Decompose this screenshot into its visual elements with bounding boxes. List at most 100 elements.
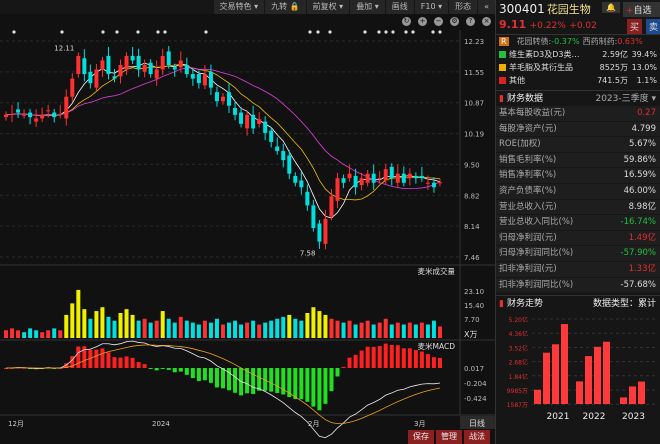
toolbar-item[interactable]: 画线 (385, 0, 414, 14)
settings-icon[interactable]: ⚙ (450, 17, 459, 26)
volume-bar (341, 322, 346, 338)
finance-header: ▮ 财务数据 2023-三季度 ▾ (496, 90, 660, 106)
row-label: 资产负债率(%) (499, 185, 557, 196)
item-pct: 39.4% (631, 50, 657, 59)
trend-bar (561, 324, 568, 405)
finance-row: 每股净资产(元) 4.799 (496, 121, 660, 137)
refresh-icon[interactable]: ↻ (402, 17, 411, 26)
event-marker (404, 30, 408, 34)
macd-bar (413, 350, 418, 368)
toolbar-item[interactable]: « (478, 0, 495, 14)
toolbar-item[interactable]: 前复权 ▾ (306, 0, 350, 14)
macd-bar (154, 368, 159, 371)
macd-bar (305, 368, 310, 402)
toolbar-item[interactable]: 叠加 ▾ (350, 0, 385, 14)
stock-name: 花园生物 (546, 3, 591, 16)
candle-body (136, 55, 141, 70)
event-marker (12, 30, 16, 34)
volume-bar (389, 324, 394, 338)
trend-bar (594, 346, 601, 405)
volume-bar (251, 320, 256, 338)
dif-line (5, 340, 441, 439)
close-icon[interactable]: × (482, 17, 491, 26)
add-watchlist-button[interactable]: +自选 (623, 2, 660, 17)
macd-tick: -0.204 (464, 380, 487, 388)
data-type-select[interactable]: 数据类型：累计 (592, 299, 656, 310)
candle-body (269, 130, 274, 142)
volume-bar (118, 313, 123, 338)
trend-bar (534, 389, 541, 405)
bell-icon[interactable]: 🔔 (602, 2, 620, 13)
finance-row: ROE(加权) 5.67% (496, 137, 660, 152)
macd-bar (40, 368, 45, 369)
candle-body (317, 223, 322, 242)
save-button[interactable]: 保存 (408, 430, 434, 444)
candle-body (58, 113, 63, 115)
candle-body (245, 114, 250, 129)
strategy-button[interactable]: 战法 (464, 430, 490, 444)
candle-body (299, 180, 304, 188)
manage-button[interactable]: 管理 (436, 430, 462, 444)
y-tick: 1.84亿 (509, 373, 528, 381)
row-label: 扣非净利润(元) (499, 263, 557, 274)
candle-body (160, 55, 165, 70)
candle-body (112, 76, 117, 79)
event-marker (156, 30, 160, 34)
volume-bar (202, 320, 207, 338)
candle-body (413, 175, 418, 179)
volume-bar (365, 320, 370, 338)
macd-bar (317, 368, 322, 411)
stock-header: 300401 花园生物 🔔 +自选 (496, 0, 660, 18)
macd-bar (425, 354, 430, 368)
macd-bar (227, 368, 232, 391)
macd-bar (263, 368, 268, 391)
sector2-label[interactable]: 西药制药: (582, 37, 618, 46)
candle-body (70, 78, 75, 97)
trend-bar (629, 386, 636, 405)
price-row: 9.11 +0.22% +0.02 买 卖 (496, 18, 660, 34)
macd-bar (142, 364, 147, 368)
volume-bar (10, 328, 15, 338)
zoom-out-icon[interactable]: − (434, 17, 443, 26)
zoom-in-icon[interactable]: + (418, 17, 427, 26)
finance-title: 财务数据 (506, 94, 543, 104)
volume-bar (293, 318, 298, 338)
event-marker (328, 30, 332, 34)
volume-bar (130, 314, 135, 338)
candle-body (88, 71, 93, 84)
help-icon[interactable]: ? (466, 17, 475, 26)
toolbar-item[interactable]: 形态 (449, 0, 478, 14)
volume-bar (305, 313, 310, 338)
row-label: 销售净利率(%) (499, 170, 557, 181)
trend-bar (620, 397, 627, 405)
volume-bar (34, 330, 39, 338)
toolbar-item[interactable]: 交易特色 ▾ (213, 0, 265, 14)
sell-button[interactable]: 卖 (646, 19, 660, 34)
period-select[interactable]: 2023-三季度 ▾ (595, 94, 656, 104)
macd-bar (34, 368, 39, 370)
sector1-label[interactable]: 花园转债: (516, 37, 552, 46)
macd-bar (196, 368, 201, 382)
row-value: -16.74% (620, 217, 656, 228)
buy-button[interactable]: 买 (627, 19, 643, 34)
candle-body (431, 182, 436, 188)
sector-row: R 花园转债: -0.37% 西药制药: 0.63% (496, 34, 660, 48)
trend-header: ▮ 财务走势 数据类型：累计 (496, 295, 660, 311)
composition-item: 其他 741.5万 1.1% (496, 74, 660, 87)
finance-row: 销售净利率(%) 16.59% (496, 168, 660, 183)
toolbar-item[interactable]: 九转 🔒 (265, 0, 306, 14)
volume-bar (239, 324, 244, 338)
macd-bar (94, 349, 99, 368)
toolbar-item[interactable]: F10 ▾ (414, 0, 449, 14)
macd-bar (118, 357, 123, 368)
macd-bar (220, 368, 225, 389)
macd-bar (136, 361, 141, 368)
trend-bar (576, 381, 583, 405)
chart-area[interactable]: 交易特色 ▾ 九转 🔒 前复权 ▾ 叠加 ▾ 画线 F10 ▾ 形态 « ↻ + − ⚙ ? … (0, 0, 495, 444)
volume-bar (401, 324, 406, 338)
year-label: 2023 (622, 412, 645, 422)
y-tick: 1587万 (507, 402, 528, 409)
macd-bar (190, 368, 195, 379)
candle-body (281, 151, 286, 161)
price-tick: 10.87 (464, 100, 484, 108)
